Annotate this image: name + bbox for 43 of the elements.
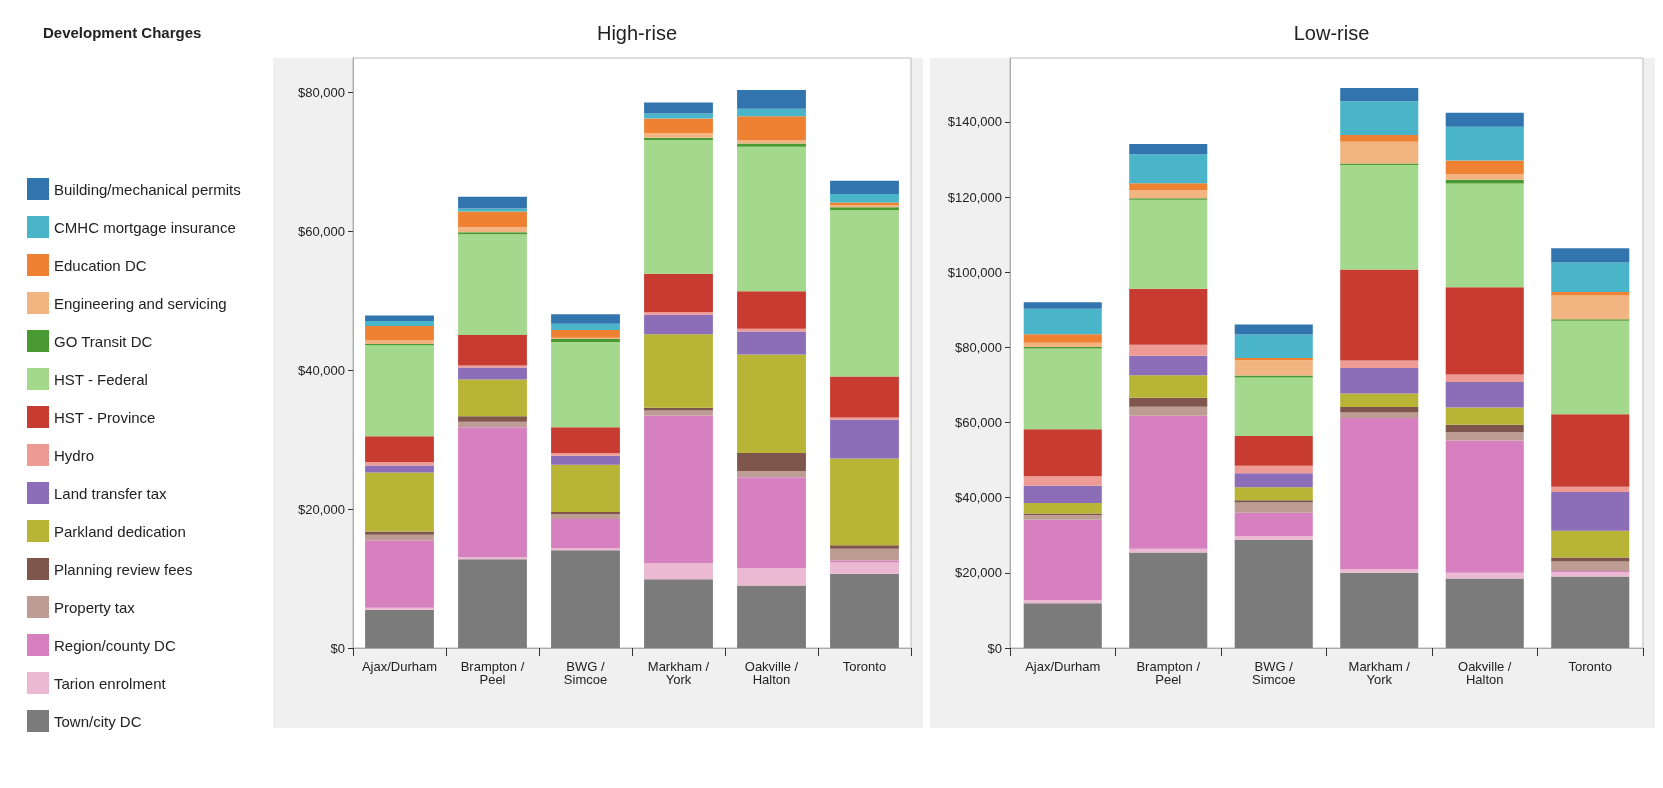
x-tick-label: Markham /York — [1348, 659, 1411, 687]
x-tick-label: BWG /Simcoe — [1252, 659, 1296, 687]
x-tick-label: Oakville /Halton — [744, 659, 799, 687]
y-tick-label: $0 — [330, 640, 345, 656]
y-tick-label: $20,000 — [955, 565, 1002, 581]
legend-label: Town/city DC — [54, 712, 142, 730]
x-tick-label: Brampton /Peel — [460, 659, 525, 687]
legend-label: CMHC mortgage insurance — [54, 218, 236, 236]
y-tick-label: $40,000 — [955, 490, 1002, 506]
legend-label: Building/mechanical permits — [54, 180, 241, 198]
legend-label: GO Transit DC — [54, 332, 153, 350]
x-tick-label: BWG /Simcoe — [563, 659, 608, 687]
legend-label: Tarion enrolment — [54, 674, 167, 692]
y-tick-label: $0 — [987, 640, 1002, 656]
x-tick-label: Oakville /Halton — [1458, 659, 1512, 687]
y-tick-label: $40,000 — [298, 362, 345, 378]
x-tick-label: Toronto — [1568, 659, 1612, 674]
y-tick-label: $120,000 — [947, 189, 1002, 205]
y-tick-label: $80,000 — [298, 85, 345, 101]
chart-title: Low-rise — [1293, 22, 1370, 44]
chart-title: High-rise — [596, 22, 678, 44]
legend-label: Planning review fees — [54, 560, 193, 578]
legend-label: Hydro — [54, 446, 95, 464]
x-tick-label: Markham /York — [647, 659, 710, 687]
legend-title: Development Charges — [43, 24, 202, 41]
legend-label: Property tax — [54, 598, 136, 616]
x-tick-label: Ajax/Durham — [361, 659, 438, 674]
legend-label: Land transfer tax — [54, 484, 168, 502]
y-tick-label: $80,000 — [955, 339, 1002, 355]
y-tick-label: $140,000 — [947, 114, 1002, 130]
y-tick-label: $60,000 — [298, 224, 345, 240]
legend-label: Education DC — [54, 256, 147, 274]
legend-label: HST - Federal — [54, 370, 148, 388]
x-tick-label: Ajax/Durham — [1025, 659, 1101, 674]
legend-label: HST - Province — [54, 408, 156, 426]
legend-label: Engineering and servicing — [54, 294, 227, 312]
x-tick-label: Brampton /Peel — [1136, 659, 1201, 687]
y-tick-label: $100,000 — [947, 264, 1002, 280]
legend-label: Parkland dedication — [54, 522, 186, 540]
legend-label: Region/county DC — [54, 636, 176, 654]
y-tick-label: $20,000 — [298, 501, 345, 517]
y-tick-label: $60,000 — [955, 415, 1002, 431]
x-tick-label: Toronto — [842, 659, 887, 674]
